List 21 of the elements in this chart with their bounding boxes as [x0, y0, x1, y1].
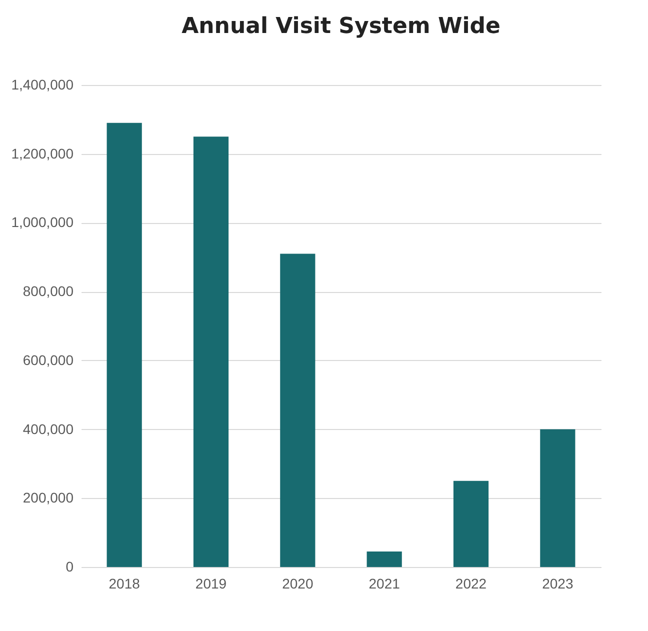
y-tick-label: 800,000 — [22, 283, 74, 300]
bar — [540, 429, 576, 567]
x-tick-label: 2018 — [108, 576, 140, 592]
y-tick-label: 1,400,000 — [11, 76, 74, 92]
bar — [366, 552, 402, 567]
y-tick-label: 1,000,000 — [11, 214, 74, 230]
y-tick-label: 400,000 — [22, 420, 74, 437]
bar — [106, 122, 142, 567]
chart-title: Annual Visit System Wide — [182, 14, 500, 39]
bar — [280, 254, 316, 567]
x-tick-label: 2021 — [368, 576, 400, 592]
y-tick-label: 1,200,000 — [11, 145, 74, 162]
bar — [453, 480, 489, 567]
y-tick-label: 600,000 — [22, 352, 74, 368]
bar — [193, 136, 229, 567]
y-tick-label: 200,000 — [22, 490, 74, 506]
x-tick-label: 2019 — [195, 576, 227, 592]
x-tick-label: 2023 — [542, 576, 574, 592]
x-tick-label: 2022 — [455, 576, 487, 592]
x-tick-label: 2020 — [282, 576, 314, 592]
y-tick-label: 0 — [66, 558, 74, 574]
